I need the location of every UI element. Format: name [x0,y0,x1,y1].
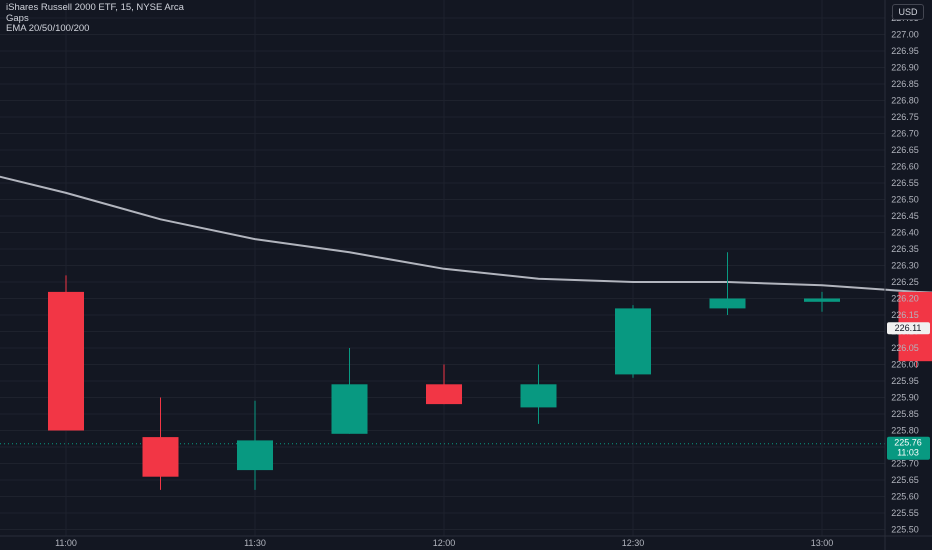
time-tick-label: 13:00 [811,538,834,548]
candles-layer [48,252,932,490]
price-tick-label: 226.20 [891,294,919,304]
candle-body [520,384,557,408]
currency-button[interactable]: USD [892,4,924,20]
price-tick-label: 226.80 [891,96,919,106]
time-tick-label: 11:30 [244,538,266,548]
price-tick-label: 226.55 [891,178,919,188]
symbol-title[interactable]: iShares Russell 2000 ETF, 15, NYSE Arca [6,2,184,13]
price-tick-label: 225.55 [891,508,919,518]
price-tick-label: 226.90 [891,63,919,73]
candle-body [426,384,462,405]
candle-body [804,298,840,302]
price-tick-label: 226.25 [891,277,919,287]
ema-line [0,175,932,294]
candle [142,397,179,490]
time-tick-label: 12:30 [622,538,645,548]
price-tick-label: 226.85 [891,79,919,89]
candle [709,252,746,315]
candle-body [709,298,746,309]
price-tick-label: 225.70 [891,459,919,469]
price-tick-label: 226.05 [891,343,919,353]
price-tick-label: 225.85 [891,409,919,419]
price-tick-label: 226.00 [891,360,919,370]
time-tick-label: 12:00 [433,538,456,548]
time-axis: 11:0011:3012:0012:3013:0013:3014:0014:30… [0,535,932,548]
price-tick-label: 226.70 [891,129,919,139]
ema-price-badge: 226.11 [887,322,930,335]
candle [615,305,651,378]
badge-value: 226.11 [895,323,922,333]
price-tick-label: 225.80 [891,426,919,436]
price-axis: 227.05227.00226.95226.90226.85226.80226.… [884,0,919,550]
price-tick-label: 226.30 [891,261,919,271]
price-tick-label: 226.35 [891,244,919,254]
chart-legend: iShares Russell 2000 ETF, 15, NYSE Arca … [6,2,184,35]
gaps-indicator-label[interactable]: Gaps [6,12,29,24]
price-tick-label: 225.95 [891,376,919,386]
price-tick-label: 226.75 [891,112,919,122]
candle-body [48,291,84,431]
candle [237,400,273,490]
price-tick-label: 226.95 [891,46,919,56]
ema-layer [0,175,932,294]
chart-grid [0,0,885,536]
badge-value: 225.76 [894,438,922,448]
time-tick-label: 11:00 [55,538,77,548]
badge-countdown: 11:03 [897,448,919,458]
badge-bg [887,436,930,460]
price-tick-label: 226.50 [891,195,919,205]
badge-bg [887,322,930,335]
price-tick-label: 227.00 [891,30,919,40]
price-tick-label: 225.65 [891,475,919,485]
candle-body [237,440,273,471]
price-tick-label: 225.50 [891,525,919,535]
price-tick-label: 225.90 [891,393,919,403]
candle [331,348,368,434]
candle [48,275,84,431]
price-tick-label: 226.65 [891,145,919,155]
price-tick-label: 226.60 [891,162,919,172]
ema-indicator-label[interactable]: EMA 20/50/100/200 [6,23,90,34]
candle-body [615,308,651,375]
candle-body [331,384,368,434]
candle [426,364,462,405]
price-tick-label: 226.45 [891,211,919,221]
candle-body [142,437,179,477]
price-tick-label: 226.15 [891,310,919,320]
candle [804,291,840,312]
price-tick-label: 225.60 [891,492,919,502]
candle [520,364,557,424]
price-tick-label: 226.40 [891,228,919,238]
